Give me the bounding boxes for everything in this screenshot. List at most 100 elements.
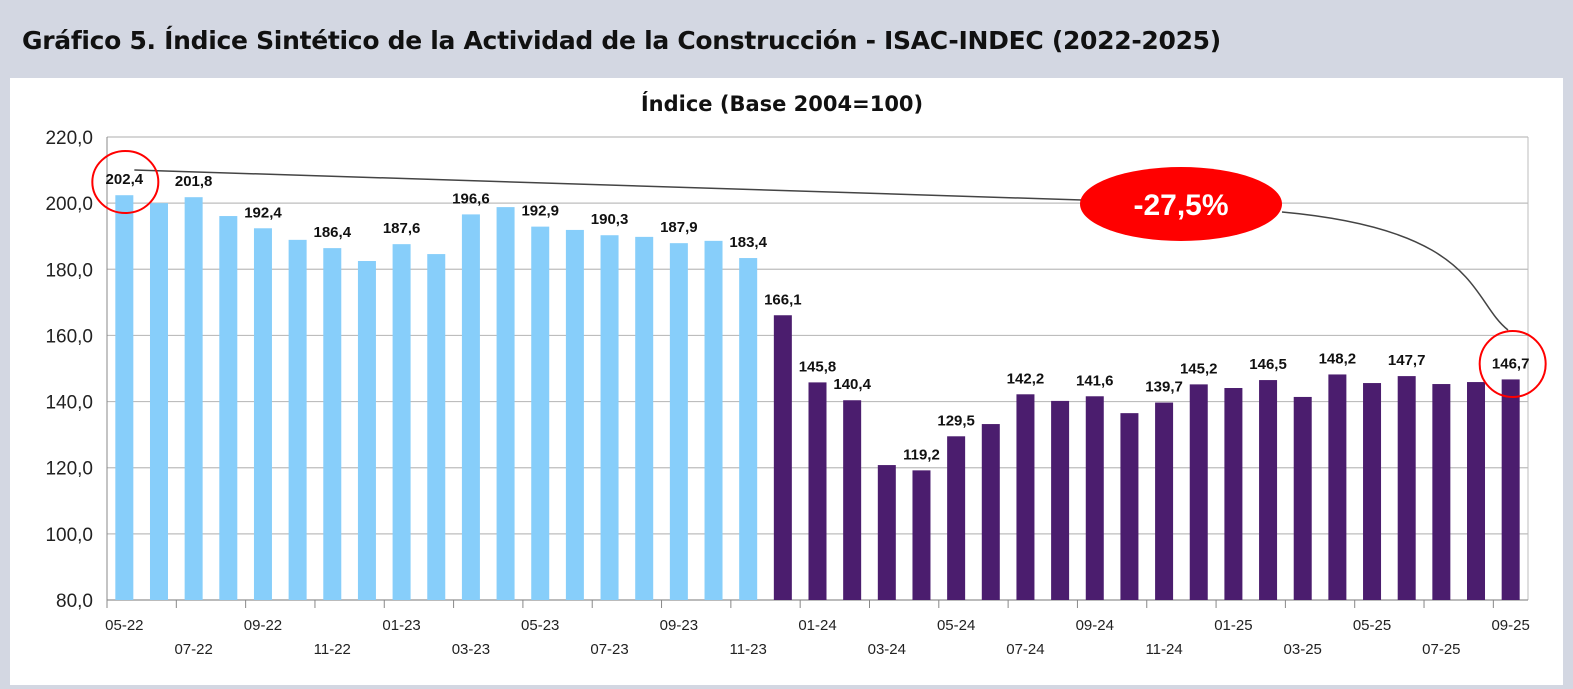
data-label: 183,4 bbox=[729, 234, 767, 251]
change-badge-label: -27,5% bbox=[1133, 189, 1228, 222]
highlight-circle-end bbox=[1478, 330, 1547, 398]
bar bbox=[600, 235, 619, 600]
y-tick-label: 180,0 bbox=[45, 260, 93, 281]
bar bbox=[149, 203, 168, 600]
x-tick-label: 01-25 bbox=[1214, 617, 1252, 634]
bar bbox=[669, 243, 688, 600]
bar bbox=[704, 240, 723, 600]
bar bbox=[461, 214, 480, 600]
data-label: 129,5 bbox=[937, 412, 975, 429]
data-label: 147,7 bbox=[1388, 352, 1426, 369]
highlight-circle-start bbox=[91, 150, 160, 214]
x-tick-label: 09-23 bbox=[660, 617, 698, 634]
bar bbox=[1293, 396, 1312, 600]
bar bbox=[357, 261, 376, 600]
data-label: 141,6 bbox=[1076, 372, 1114, 389]
data-label: 187,9 bbox=[660, 219, 698, 236]
bar bbox=[1051, 400, 1070, 600]
change-badge bbox=[1080, 167, 1282, 241]
bar bbox=[1328, 374, 1347, 600]
x-tick-label: 05-23 bbox=[521, 617, 559, 634]
data-label: 187,6 bbox=[383, 220, 421, 237]
x-tick-label: 09-25 bbox=[1491, 617, 1529, 634]
data-label: 148,2 bbox=[1319, 350, 1357, 367]
data-label: 145,8 bbox=[799, 358, 837, 375]
y-tick-label: 120,0 bbox=[45, 459, 93, 480]
bar bbox=[496, 207, 515, 600]
bar bbox=[1016, 394, 1035, 600]
x-tick-label: 05-22 bbox=[105, 617, 143, 634]
bar bbox=[115, 195, 134, 600]
x-tick-label: 01-24 bbox=[798, 617, 836, 634]
chart-title: Índice (Base 2004=100) bbox=[641, 91, 923, 116]
bar bbox=[877, 465, 896, 600]
x-tick-label: 11-23 bbox=[730, 641, 767, 658]
x-tick-label: 11-22 bbox=[314, 641, 351, 658]
bar bbox=[739, 258, 758, 600]
bar bbox=[947, 436, 966, 600]
bar bbox=[288, 239, 307, 600]
bar bbox=[773, 315, 792, 600]
x-tick-label: 07-25 bbox=[1422, 641, 1460, 658]
trend-curve bbox=[1281, 211, 1509, 331]
bar bbox=[184, 197, 203, 600]
bar bbox=[1363, 383, 1382, 600]
bar bbox=[565, 229, 584, 600]
x-tick-label: 09-24 bbox=[1076, 617, 1114, 634]
bar bbox=[1189, 384, 1208, 600]
data-label: 119,2 bbox=[903, 446, 940, 463]
bar bbox=[427, 254, 446, 600]
y-tick-label: 100,0 bbox=[45, 525, 93, 546]
data-label: 146,5 bbox=[1249, 356, 1287, 373]
x-tick-label: 07-24 bbox=[1006, 641, 1044, 658]
y-tick-label: 140,0 bbox=[45, 393, 93, 414]
y-tick-label: 160,0 bbox=[45, 326, 93, 347]
x-tick-label: 01-23 bbox=[382, 617, 420, 634]
y-tick-label: 80,0 bbox=[56, 591, 93, 612]
x-tick-label: 05-24 bbox=[937, 617, 975, 634]
data-label: 201,8 bbox=[175, 173, 213, 190]
bar bbox=[635, 236, 654, 600]
data-label: 190,3 bbox=[591, 211, 629, 228]
trend-line bbox=[134, 169, 1083, 201]
bar bbox=[1467, 382, 1486, 600]
data-label: 146,7 bbox=[1492, 355, 1530, 372]
bar bbox=[1224, 388, 1243, 600]
x-tick-label: 09-22 bbox=[244, 617, 282, 634]
y-tick-label: 220,0 bbox=[45, 128, 93, 149]
data-label: 202,4 bbox=[106, 171, 144, 188]
x-tick-label: 07-23 bbox=[590, 641, 628, 658]
bar bbox=[843, 400, 862, 600]
x-tick-label: 05-25 bbox=[1353, 617, 1391, 634]
y-tick-label: 200,0 bbox=[45, 194, 93, 215]
data-label: 192,4 bbox=[244, 204, 282, 221]
bar bbox=[1085, 396, 1104, 600]
bar bbox=[219, 216, 238, 600]
data-label: 196,6 bbox=[452, 190, 490, 207]
data-label: 140,4 bbox=[833, 376, 871, 393]
bar bbox=[808, 382, 827, 600]
bar bbox=[1259, 380, 1278, 600]
bar bbox=[1155, 402, 1174, 600]
bar bbox=[531, 226, 550, 600]
bar bbox=[1501, 379, 1520, 600]
bar bbox=[253, 228, 272, 600]
x-tick-label: 07-22 bbox=[174, 641, 212, 658]
bar bbox=[323, 248, 342, 600]
bar bbox=[1120, 413, 1139, 600]
data-label: 145,2 bbox=[1180, 360, 1218, 377]
figure-title: Gráfico 5. Índice Sintético de la Activi… bbox=[22, 26, 1221, 55]
x-tick-label: 11-24 bbox=[1145, 641, 1182, 658]
data-label: 139,7 bbox=[1145, 379, 1183, 396]
bar bbox=[1397, 376, 1416, 600]
data-label: 142,2 bbox=[1007, 370, 1045, 387]
bar bbox=[1432, 384, 1451, 600]
x-tick-label: 03-25 bbox=[1284, 641, 1322, 658]
data-label: 186,4 bbox=[314, 224, 352, 241]
bar bbox=[392, 244, 411, 600]
data-label: 166,1 bbox=[764, 291, 802, 308]
data-label: 192,9 bbox=[521, 203, 559, 220]
x-tick-label: 03-24 bbox=[868, 641, 906, 658]
